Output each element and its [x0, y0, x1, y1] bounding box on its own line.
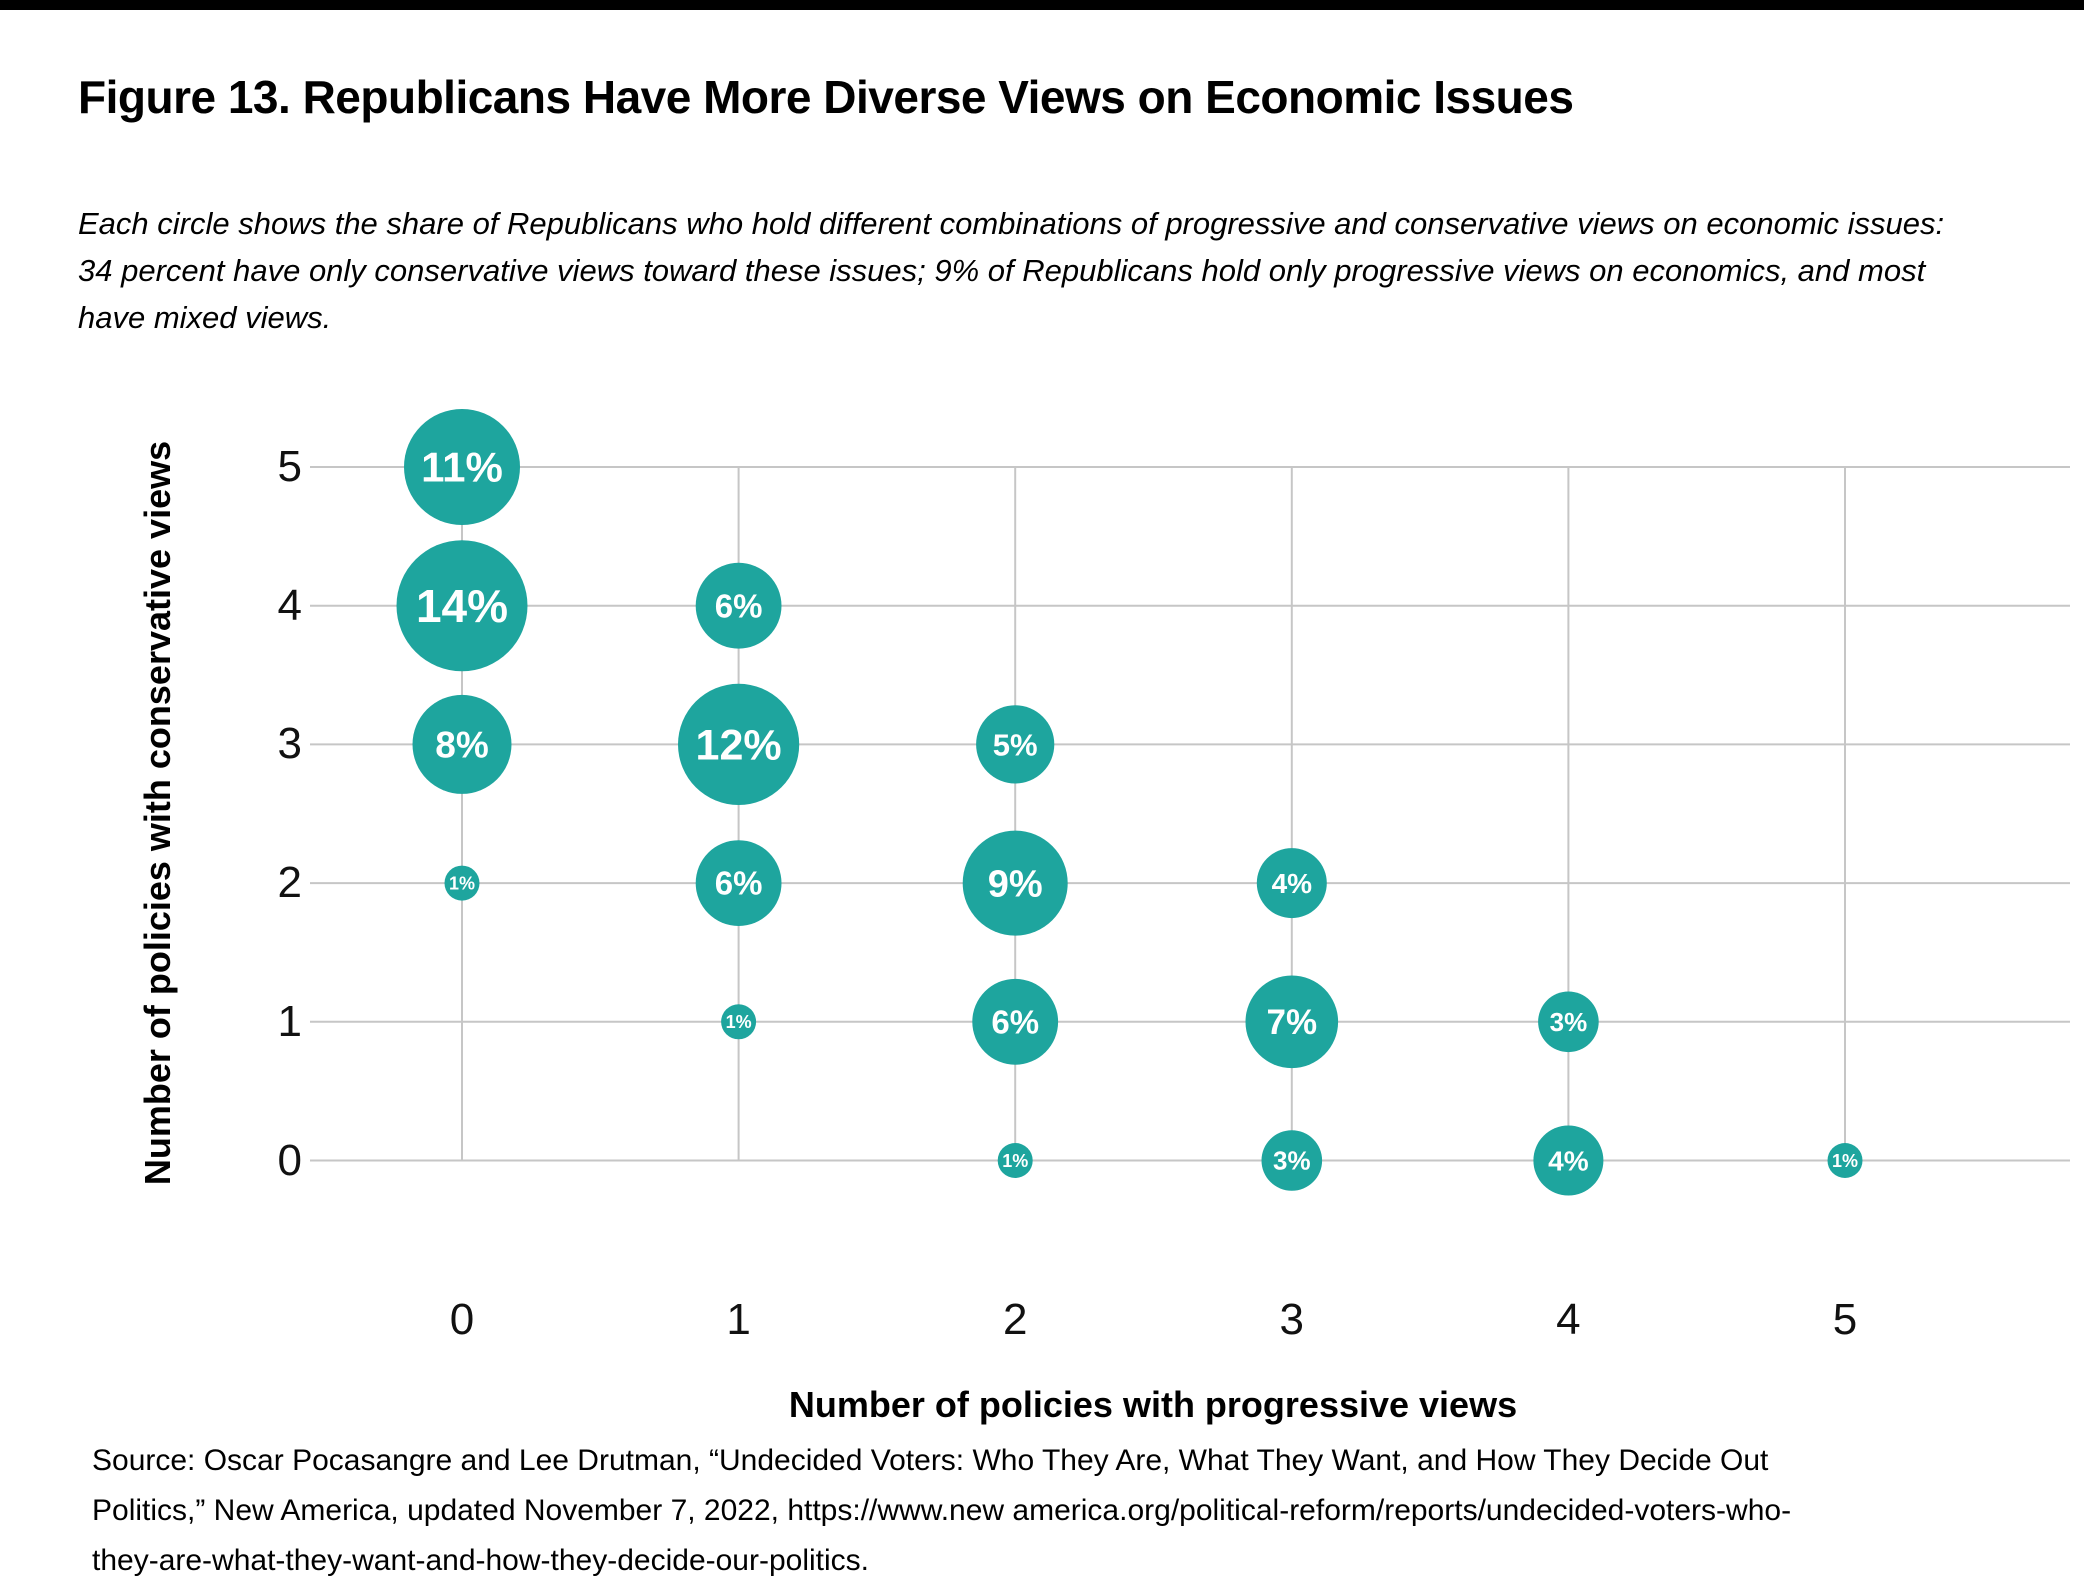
bubble-label-x3-y0: 3% — [1273, 1146, 1311, 1176]
bubble-x0-y5 — [404, 409, 520, 525]
y-tick-3: 3 — [277, 719, 302, 769]
bubble-x3-y0 — [1261, 1130, 1323, 1191]
bubble-label-x0-y4: 14% — [416, 580, 508, 632]
bubble-label-x2-y0: 1% — [1002, 1151, 1028, 1171]
y-tick-4: 4 — [277, 580, 302, 630]
bubble-x2-y1 — [972, 978, 1059, 1065]
bubble-label-x1-y4: 6% — [715, 587, 763, 624]
figure-title: Figure 13. Republicans Have More Diverse… — [78, 71, 1574, 123]
bubble-label-x4-y1: 3% — [1550, 1007, 1588, 1037]
bubble-x2-y2 — [962, 830, 1068, 936]
bubble-x3-y1 — [1245, 975, 1339, 1069]
bubble-label-x3-y2: 4% — [1272, 868, 1313, 899]
bubble-x1-y1 — [721, 1004, 757, 1040]
bubble-label-x2-y2: 9% — [988, 863, 1043, 905]
bubble-x0-y4 — [396, 540, 528, 672]
x-tick-3: 3 — [1279, 1295, 1305, 1344]
y-tick-2: 2 — [277, 858, 302, 908]
bubble-label-x2-y3: 5% — [993, 727, 1038, 762]
x-tick-2: 2 — [1002, 1295, 1028, 1344]
bubble-x4-y1 — [1538, 991, 1599, 1053]
x-tick-0: 0 — [449, 1295, 475, 1344]
bubble-label-x0-y3: 8% — [435, 724, 488, 765]
bubble-x3-y2 — [1256, 848, 1327, 919]
bubble-x0-y3 — [412, 694, 512, 794]
bubble-label-x1-y1: 1% — [726, 1012, 752, 1032]
bubble-label-x1-y2: 6% — [715, 865, 763, 902]
bubble-x1-y2 — [695, 840, 782, 926]
x-tick-4: 4 — [1556, 1295, 1581, 1344]
bubble-x0-y2 — [444, 865, 480, 901]
figure-subtitle: Each circle shows the share of Republica… — [78, 206, 1945, 335]
source-note: Source: Oscar Pocasangre and Lee Drutman… — [92, 1444, 1792, 1577]
top-bar — [0, 0, 2084, 10]
bubble-label-x0-y2: 1% — [449, 873, 475, 893]
x-tick-5: 5 — [1832, 1295, 1858, 1344]
bubble-x2-y3 — [976, 705, 1055, 784]
bubble-label-x0-y5: 11% — [421, 444, 503, 491]
bubble-x5-y0 — [1827, 1143, 1863, 1178]
bubble-label-x2-y1: 6% — [991, 1003, 1039, 1040]
bubble-x2-y0 — [997, 1143, 1033, 1178]
bubble-x1-y3 — [678, 683, 800, 806]
y-tick-5: 5 — [277, 442, 302, 491]
bubble-label-x3-y1: 7% — [1267, 1003, 1318, 1042]
y-tick-1: 1 — [277, 996, 302, 1046]
bubble-label-x4-y0: 4% — [1548, 1145, 1589, 1176]
y-tick-0: 0 — [277, 1135, 302, 1185]
bubble-x1-y4 — [695, 562, 782, 649]
bubble-label-x5-y0: 1% — [1832, 1151, 1858, 1171]
bubble-label-x1-y3: 12% — [696, 721, 782, 769]
x-tick-1: 1 — [726, 1295, 751, 1344]
bubble-x4-y0 — [1533, 1125, 1604, 1196]
x-axis-title: Number of policies with progressive view… — [788, 1384, 1518, 1425]
